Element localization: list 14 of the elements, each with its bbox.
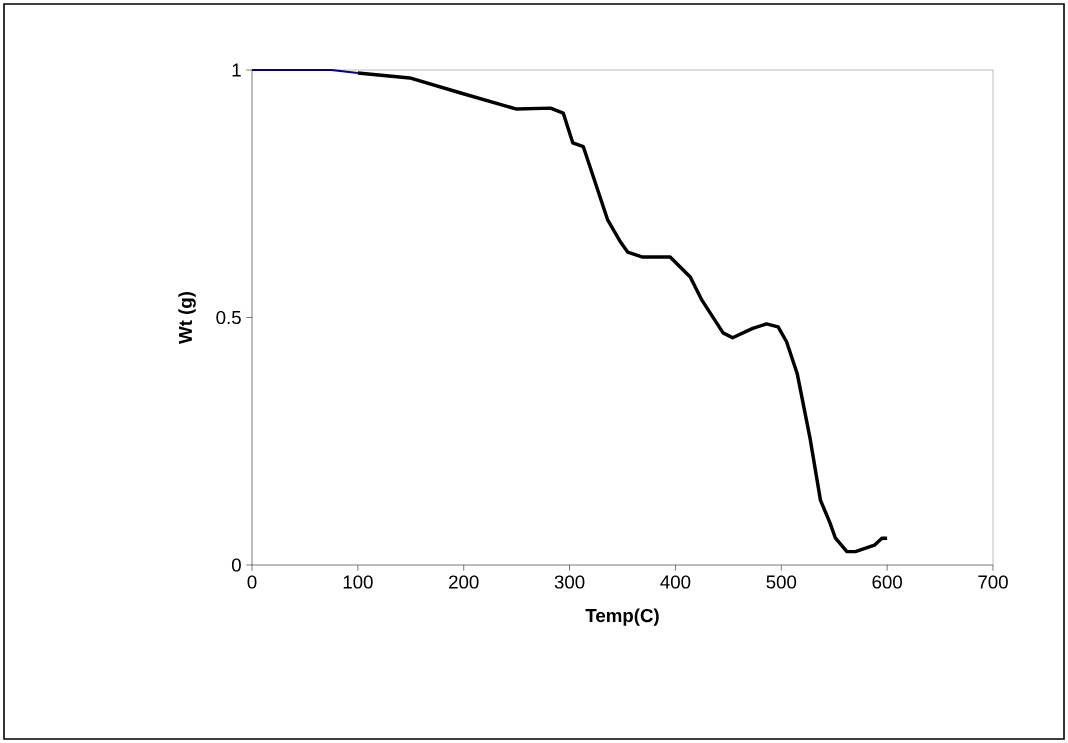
y-axis-title: Wt (g) <box>178 292 196 344</box>
x-tick-label: 400 <box>660 575 691 589</box>
line-series <box>356 71 889 554</box>
x-tick-label: 600 <box>872 575 902 589</box>
x-tick-label: 500 <box>766 575 797 589</box>
x-axis-title: Temp(C) <box>585 608 659 626</box>
x-tick-label: 200 <box>449 575 479 589</box>
y-tick-label: 0 <box>231 558 241 572</box>
x-tick-label: 700 <box>978 575 1008 589</box>
x-tick-label: 100 <box>343 575 373 589</box>
y-tick-label: 1 <box>232 63 241 77</box>
y-tick-label: 0.5 <box>216 310 241 325</box>
x-tick-label: 0 <box>247 575 257 589</box>
x-tick-label: 300 <box>554 575 585 589</box>
